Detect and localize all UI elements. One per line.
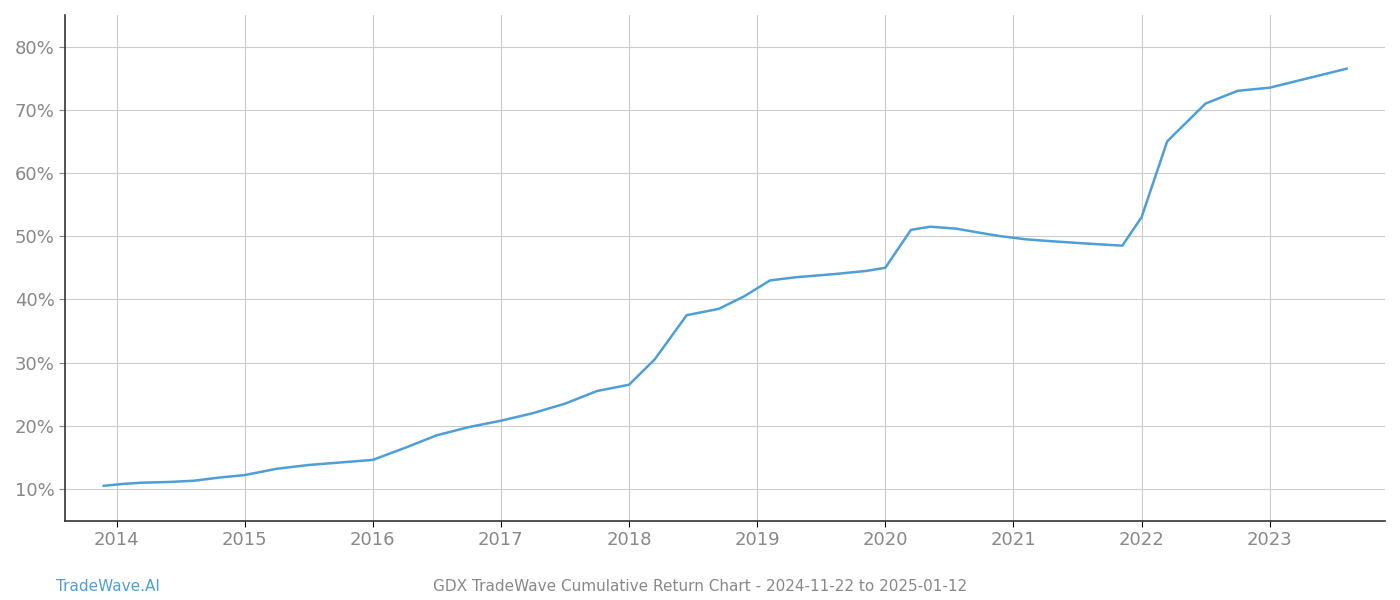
Text: GDX TradeWave Cumulative Return Chart - 2024-11-22 to 2025-01-12: GDX TradeWave Cumulative Return Chart - … — [433, 579, 967, 594]
Text: TradeWave.AI: TradeWave.AI — [56, 579, 160, 594]
